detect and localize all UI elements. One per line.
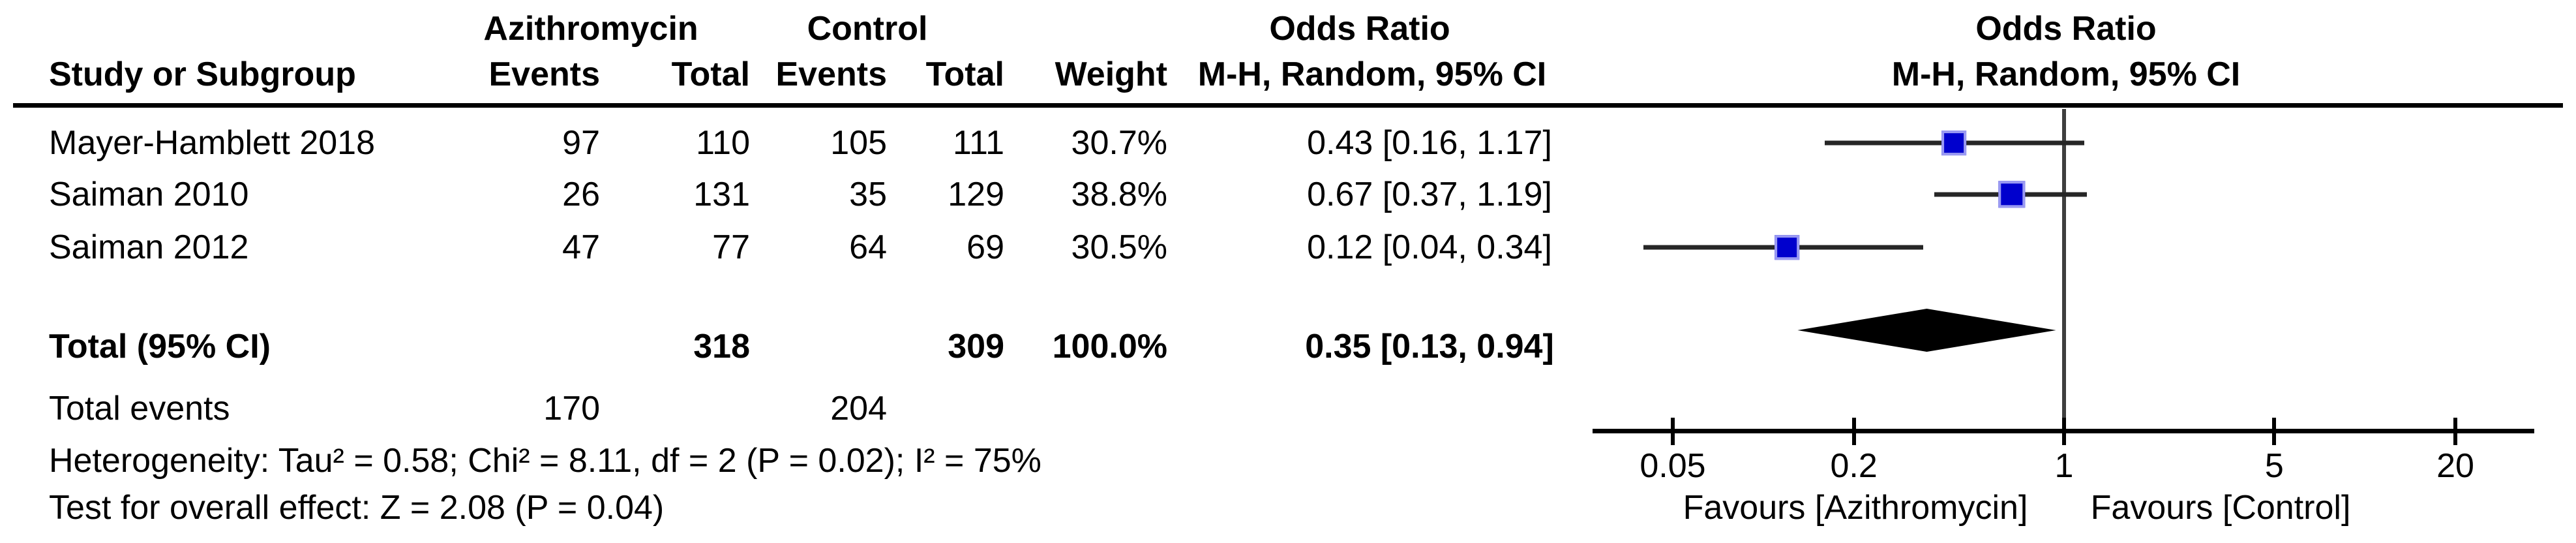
favours-left-label: Favours [Azithromycin] [1683, 489, 2028, 527]
col-group-odds-ratio-left: Odds Ratio [1269, 10, 1450, 48]
total-n-azi: 318 [693, 328, 750, 365]
total-azi: 110 [696, 124, 750, 162]
col-header-total-azi: Total [671, 55, 750, 93]
axis-tick [1851, 418, 1856, 445]
events-azi: 97 [562, 124, 600, 162]
ci-text: 0.67 [0.37, 1.19] [1307, 176, 1552, 213]
weight-value: 30.5% [1071, 228, 1167, 266]
axis-tick [2272, 418, 2277, 445]
axis-tick [2062, 418, 2066, 445]
weight-value: 30.7% [1071, 124, 1167, 162]
events-azi: 26 [562, 176, 600, 213]
total-ctrl: 129 [948, 176, 1004, 213]
col-group-azithromycin: Azithromycin [483, 10, 698, 48]
ci-text: 0.12 [0.04, 0.34] [1307, 228, 1552, 266]
effect-square [1775, 235, 1800, 260]
col-header-study: Study or Subgroup [49, 55, 356, 93]
total-n-ctrl: 309 [948, 328, 1004, 365]
study-name: Saiman 2010 [49, 176, 249, 213]
total-azi: 131 [693, 176, 750, 213]
events-ctrl: 105 [830, 124, 887, 162]
pooled-diamond [1797, 309, 2056, 352]
effect-square [1998, 181, 2026, 208]
axis-tick-label: 0.2 [1830, 447, 1878, 485]
axis-tick [2453, 418, 2458, 445]
study-name: Saiman 2012 [49, 228, 249, 266]
axis-tick-label: 1 [2054, 447, 2074, 485]
events-azi: 47 [562, 228, 600, 266]
total-ci-text: 0.35 [0.13, 0.94] [1305, 328, 1554, 365]
col-header-events-ctrl: Events [775, 55, 887, 93]
col-header-events-azi: Events [488, 55, 600, 93]
weight-value: 38.8% [1071, 176, 1167, 213]
col-header-weight: Weight [1055, 55, 1167, 93]
null-effect-line [2062, 109, 2066, 431]
total-ctrl: 69 [966, 228, 1004, 266]
axis-tick-label: 0.05 [1640, 447, 1706, 485]
ci-text: 0.43 [0.16, 1.17] [1307, 124, 1552, 162]
total-events-ctrl: 204 [830, 390, 887, 427]
overall-effect-test: Test for overall effect: Z = 2.08 (P = 0… [49, 489, 665, 527]
favours-right-label: Favours [Control] [2090, 489, 2351, 527]
heterogeneity-stats: Heterogeneity: Tau² = 0.58; Chi² = 8.11,… [49, 442, 1041, 480]
header-divider [13, 103, 2563, 108]
study-name: Mayer-Hamblett 2018 [49, 124, 375, 162]
axis-tick-label: 5 [2264, 447, 2284, 485]
total-weight: 100.0% [1052, 328, 1167, 365]
total-azi: 77 [712, 228, 750, 266]
total-events-azi: 170 [543, 390, 600, 427]
col-header-method-left: M-H, Random, 95% CI [1197, 55, 1547, 93]
total-label: Total (95% CI) [49, 328, 271, 365]
axis-tick [1670, 418, 1675, 445]
col-header-total-ctrl: Total [925, 55, 1004, 93]
col-group-control: Control [807, 10, 928, 48]
events-ctrl: 35 [849, 176, 887, 213]
effect-square [1941, 131, 1966, 155]
col-header-method-right: M-H, Random, 95% CI [1891, 55, 2241, 93]
col-group-odds-ratio-right: Odds Ratio [1975, 10, 2157, 48]
axis-tick-label: 20 [2436, 447, 2474, 485]
events-ctrl: 64 [849, 228, 887, 266]
total-events-label: Total events [49, 390, 230, 427]
total-ctrl: 111 [952, 124, 1004, 162]
